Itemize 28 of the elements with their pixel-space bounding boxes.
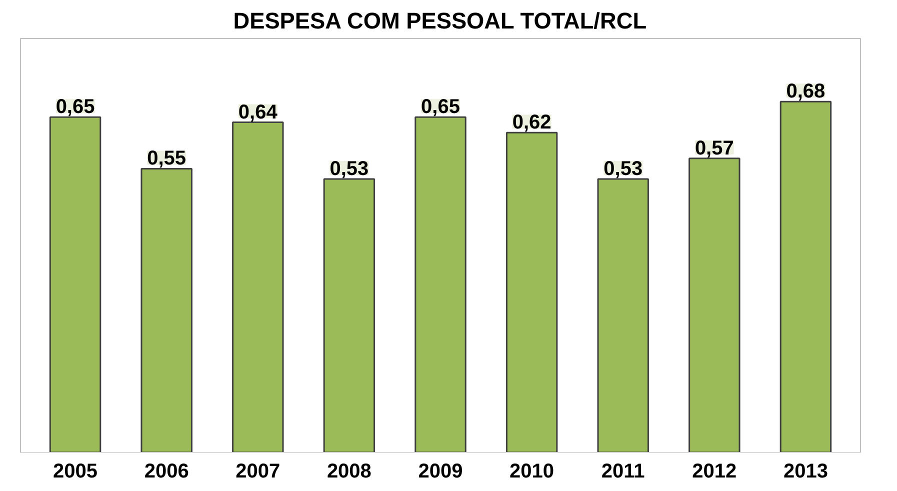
data-label: 0,65 bbox=[56, 96, 95, 118]
x-tick-label: 2013 bbox=[783, 460, 828, 482]
bar bbox=[323, 178, 376, 452]
x-tick-label: 2007 bbox=[236, 460, 280, 482]
x-tick-label: 2006 bbox=[144, 460, 189, 482]
bar bbox=[506, 132, 558, 452]
data-label: 0,53 bbox=[330, 158, 369, 180]
bar bbox=[140, 168, 192, 452]
bar bbox=[232, 122, 284, 452]
bar bbox=[49, 116, 102, 452]
data-label: 0,57 bbox=[694, 137, 734, 160]
bar bbox=[780, 100, 832, 452]
x-tick-label: 2012 bbox=[692, 460, 737, 482]
chart-title: DESPESA COM PESSOAL TOTAL/RCL bbox=[233, 8, 647, 34]
bar bbox=[414, 116, 466, 452]
x-tick-label: 2005 bbox=[53, 460, 98, 482]
x-tick-label: 2011 bbox=[601, 460, 645, 482]
x-tick-label: 2010 bbox=[510, 460, 554, 482]
data-label: 0,53 bbox=[604, 158, 643, 180]
data-label: 0,65 bbox=[421, 96, 460, 118]
x-tick-label: 2009 bbox=[418, 460, 463, 482]
bar bbox=[597, 178, 649, 452]
x-tick-label: 2008 bbox=[326, 460, 372, 482]
bar bbox=[688, 158, 740, 452]
data-label: 0,68 bbox=[786, 80, 826, 103]
data-label: 0,64 bbox=[238, 101, 278, 124]
data-label: 0,55 bbox=[147, 148, 186, 170]
data-label: 0,62 bbox=[512, 112, 552, 134]
